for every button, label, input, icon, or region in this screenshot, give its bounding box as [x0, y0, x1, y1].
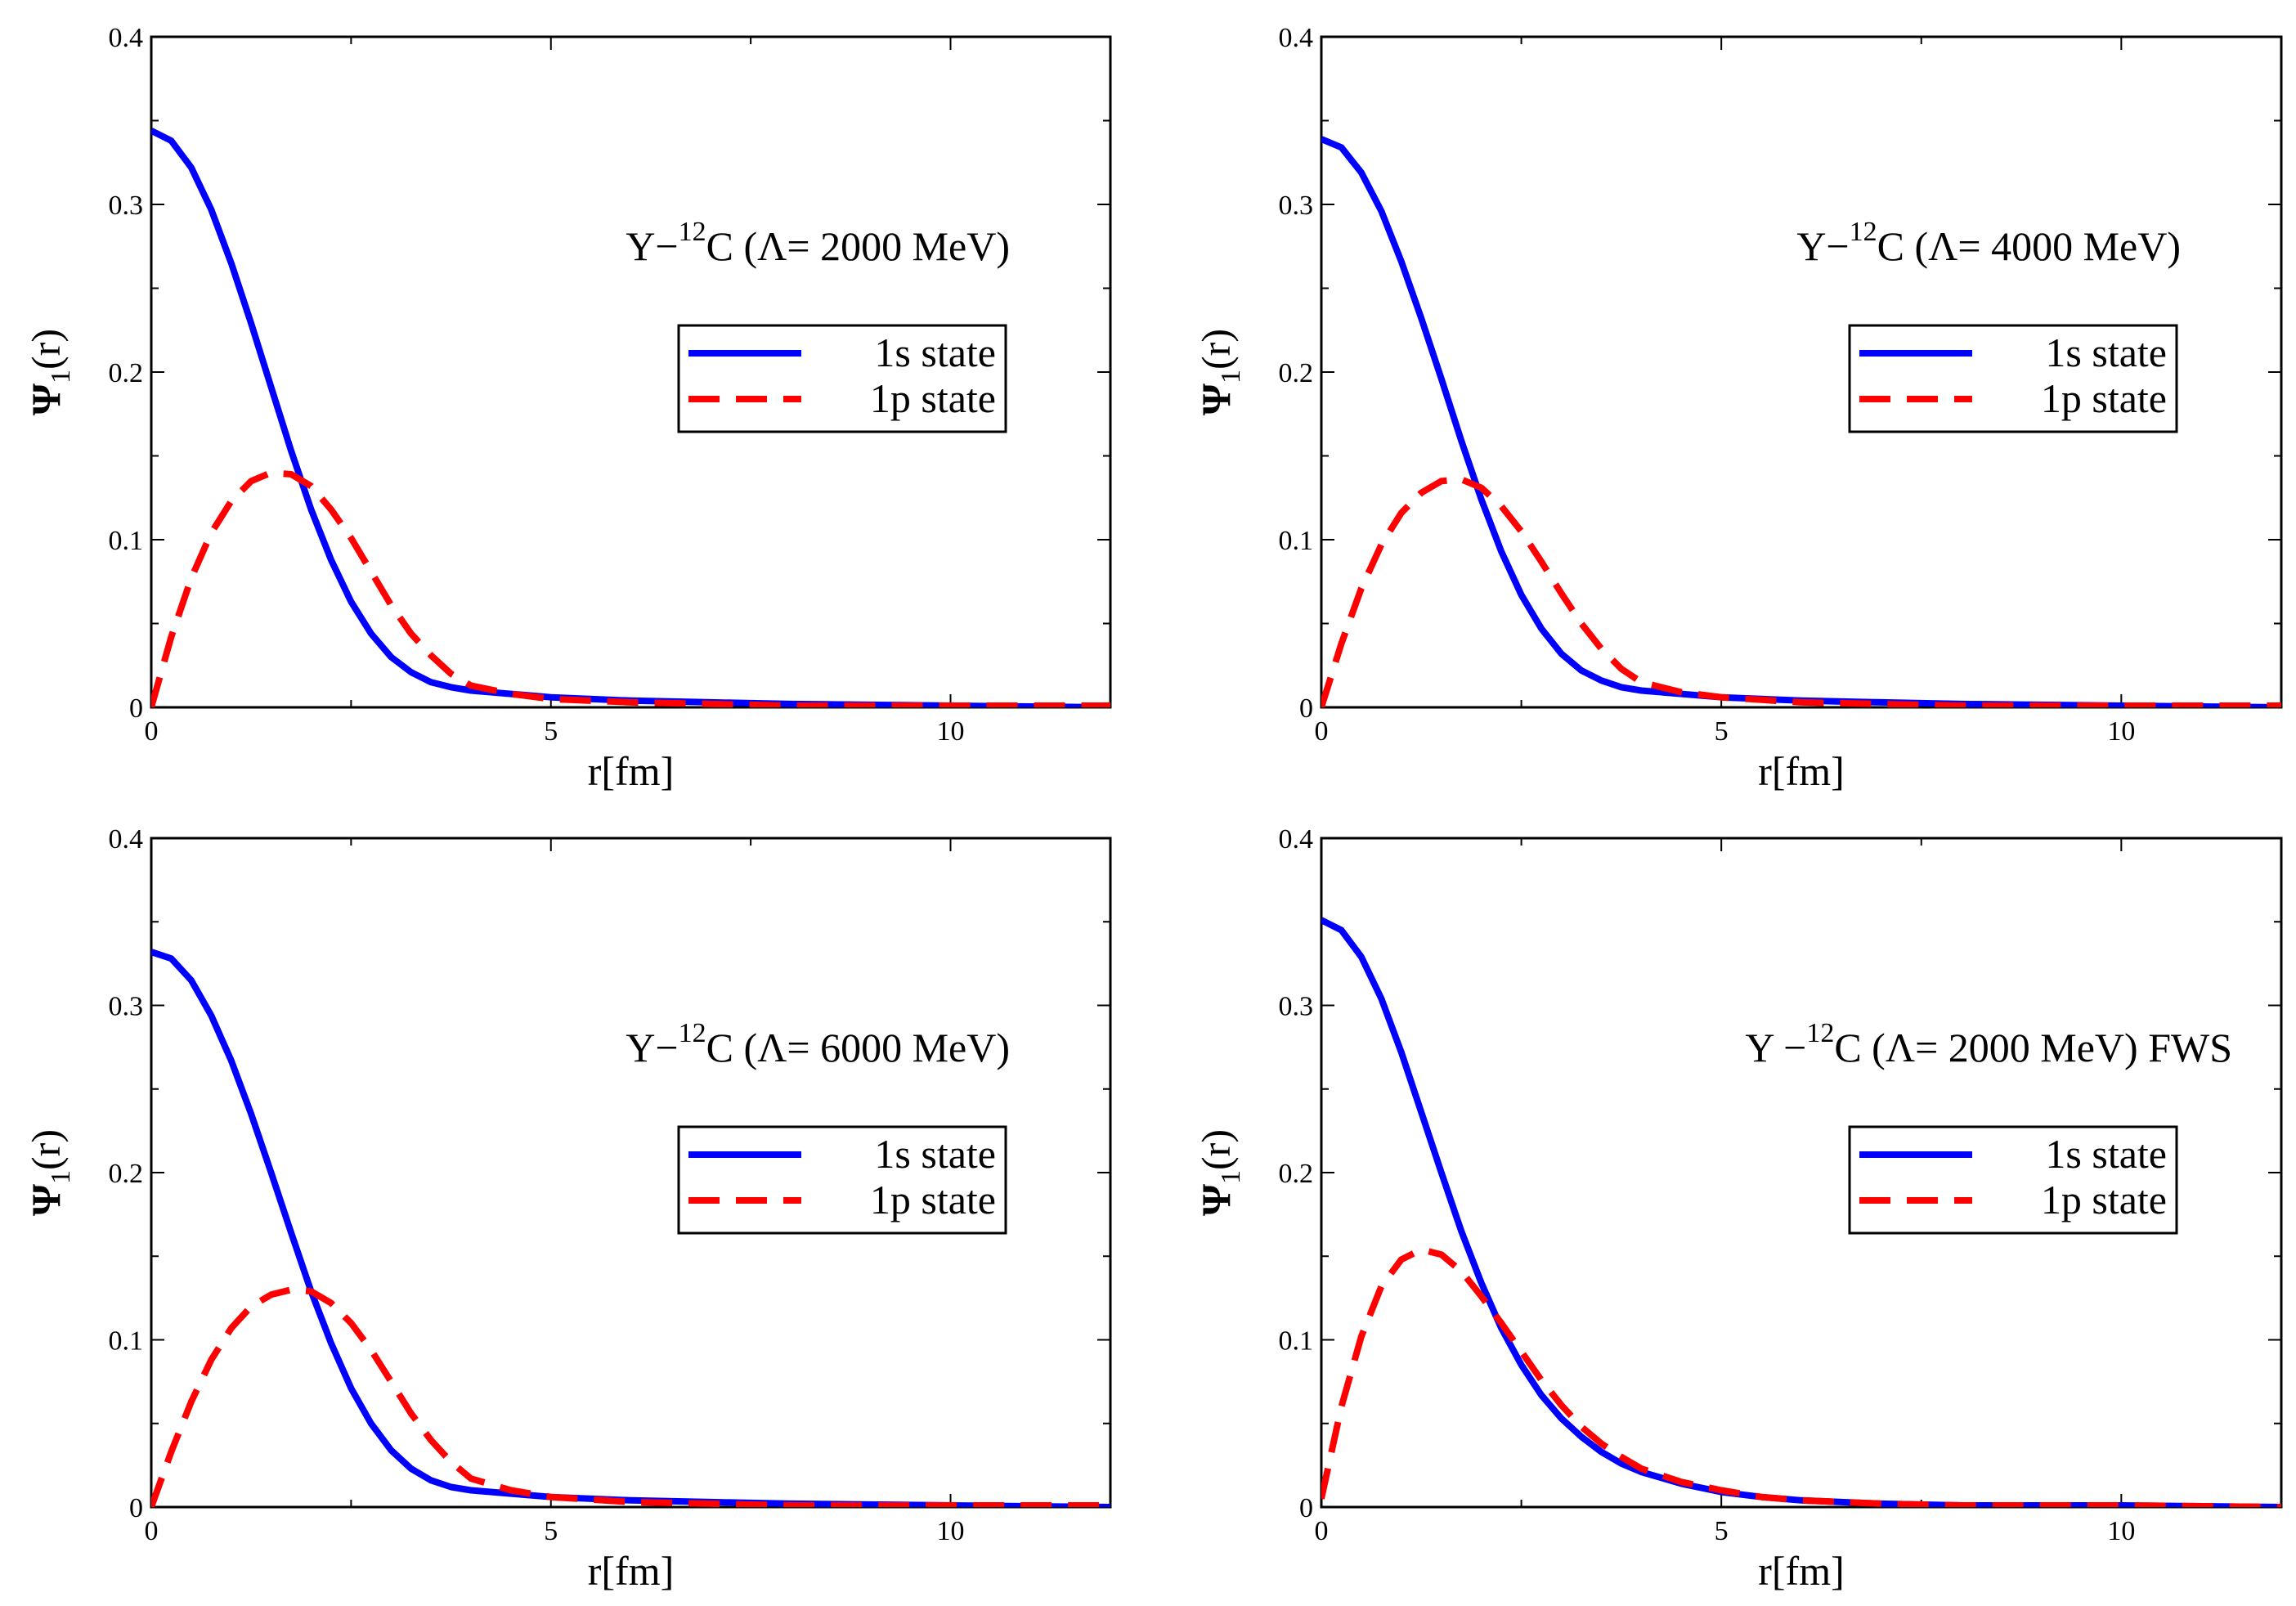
y-axis-title: Ψ1(r): [1193, 329, 1246, 415]
y-tick-label: 0: [129, 1493, 143, 1523]
annotation-sup: 12: [1850, 217, 1877, 247]
panel-annotation: Y−12C (Λ= 4000 MeV): [1796, 217, 2181, 269]
annotation-sup: 12: [1806, 1018, 1834, 1048]
legend-label: 1p state: [2041, 1177, 2167, 1222]
x-tick-label: 0: [1315, 716, 1329, 747]
panel-annotation: Y −12C (Λ= 2000 MeV) FWS: [1745, 1018, 2232, 1070]
x-axis-title: r[fm]: [1758, 748, 1845, 794]
x-tick-label: 5: [544, 716, 558, 747]
x-tick-label: 0: [145, 1516, 159, 1546]
legend-box: [1848, 324, 2178, 433]
y-axis-title: Ψ1(r): [1193, 1129, 1246, 1216]
chart-panel-top-right: 0 5 10 0 0.1 0.2 0.3 0.4 r[fm] Ψ1(r) Y−12C (Λ= 400…: [1193, 23, 2283, 794]
x-axis-title: r[fm]: [588, 748, 675, 794]
legend-label: 1s state: [2045, 1131, 2167, 1177]
y-tick-label: 0.1: [1279, 526, 1314, 556]
y-axis-title-post: (r): [1193, 1129, 1239, 1170]
y-tick-label: 0.4: [1279, 23, 1314, 53]
legend-label: 1s state: [874, 330, 996, 375]
y-tick-label: 0.3: [109, 191, 144, 221]
x-axis-title: r[fm]: [588, 1548, 675, 1594]
series-line-1p-state: [1321, 476, 2281, 707]
panel-annotation: Y−12C (Λ= 2000 MeV): [626, 217, 1010, 269]
y-tick-label: 0: [129, 693, 143, 724]
chart-panel-bottom-left: 0 5 10 0 0.1 0.2 0.3 0.4 r[fm] Ψ1(r) Y−12C (Λ= 600…: [23, 824, 1112, 1594]
x-axis-title: r[fm]: [1758, 1548, 1845, 1594]
series-line-1s-state: [151, 128, 1110, 707]
y-axis-title-post: (r): [23, 329, 69, 370]
x-tick-label: 5: [544, 1516, 558, 1546]
y-axis-title: Ψ1(r): [23, 1129, 76, 1216]
x-tick-label: 0: [1315, 1516, 1329, 1546]
annotation-sup: 12: [679, 1018, 706, 1048]
y-axis-title-main: Ψ: [1193, 1184, 1239, 1216]
annotation-pre: Y−: [626, 1025, 678, 1070]
y-axis-title: Ψ1(r): [23, 329, 76, 415]
y-axis-title-main: Ψ: [1193, 384, 1239, 415]
annotation-pre: Y−: [1796, 223, 1849, 269]
series-line-1p-state: [1321, 1246, 2281, 1507]
y-axis-title-main: Ψ: [23, 1184, 69, 1216]
legend-label: 1s state: [2045, 330, 2167, 375]
y-tick-label: 0.4: [109, 23, 144, 53]
annotation-post: C (Λ= 2000 MeV) FWS: [1834, 1025, 2232, 1070]
y-tick-label: 0.3: [1279, 191, 1314, 221]
series-line-1p-state: [151, 1286, 1110, 1507]
x-tick-label: 10: [2107, 716, 2135, 747]
annotation-post: C (Λ= 2000 MeV): [706, 223, 1010, 269]
chart-panel-top-left: 0 5 10 0 0.1 0.2 0.3 0.4 r[fm] Ψ1(r) Y−12C (Λ= 200…: [23, 23, 1112, 794]
annotation-post: C (Λ= 6000 MeV): [706, 1025, 1010, 1070]
y-tick-label: 0.2: [1279, 358, 1314, 388]
y-axis-title-sub: 1: [46, 1170, 76, 1184]
legend-label: 1p state: [870, 1177, 996, 1222]
y-axis-title-post: (r): [23, 1129, 69, 1170]
legend-label: 1p state: [870, 375, 996, 421]
annotation-pre: Y −: [1745, 1025, 1806, 1070]
y-tick-label: 0.1: [109, 1326, 144, 1357]
y-tick-label: 0.3: [1279, 992, 1314, 1022]
y-tick-label: 0.2: [1279, 1159, 1314, 1189]
y-tick-label: 0.3: [109, 992, 144, 1022]
y-axis-title-sub: 1: [1216, 1170, 1246, 1184]
y-tick-label: 0.2: [109, 1159, 144, 1189]
y-axis-title-sub: 1: [1216, 370, 1246, 384]
y-tick-label: 0: [1299, 1493, 1313, 1523]
y-tick-label: 0.4: [1279, 824, 1314, 855]
annotation-post: C (Λ= 4000 MeV): [1877, 223, 2181, 269]
y-tick-label: 0.1: [109, 526, 144, 556]
legend-label: 1p state: [2041, 375, 2167, 421]
panel-annotation: Y−12C (Λ= 6000 MeV): [626, 1018, 1010, 1070]
annotation-sup: 12: [679, 217, 706, 247]
series-line-1p-state: [151, 469, 1110, 707]
x-tick-label: 0: [145, 716, 159, 747]
y-axis-title-post: (r): [1193, 329, 1239, 370]
y-tick-label: 0.4: [109, 824, 144, 855]
legend-box: [677, 324, 1007, 433]
x-tick-label: 10: [937, 716, 965, 747]
y-tick-label: 0.1: [1279, 1326, 1314, 1357]
x-tick-label: 10: [2107, 1516, 2135, 1546]
x-tick-label: 10: [937, 1516, 965, 1546]
series-line-1s-state: [1321, 917, 2281, 1507]
y-tick-label: 0: [1299, 693, 1313, 724]
y-axis-title-sub: 1: [46, 370, 76, 384]
chart-panel-bottom-right: 0 5 10 0 0.1 0.2 0.3 0.4 r[fm] Ψ1(r) Y −12C (Λ= 20…: [1193, 824, 2283, 1594]
x-tick-label: 5: [1715, 1516, 1729, 1546]
y-tick-label: 0.2: [109, 358, 144, 388]
legend-label: 1s state: [874, 1131, 996, 1177]
annotation-pre: Y−: [626, 223, 678, 269]
legend-box: [1848, 1125, 2178, 1235]
y-axis-title-main: Ψ: [23, 384, 69, 415]
x-tick-label: 5: [1715, 716, 1729, 747]
legend-box: [677, 1125, 1007, 1235]
